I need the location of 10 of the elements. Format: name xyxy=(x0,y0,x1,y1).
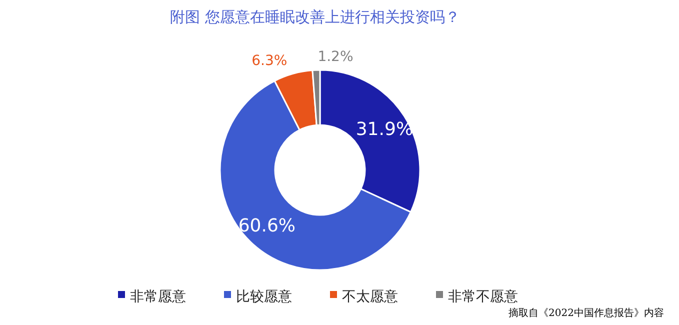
data-label: 1.2% xyxy=(318,48,354,65)
data-label: 31.9% xyxy=(356,119,414,140)
legend-label: 不太愿意 xyxy=(342,288,398,305)
legend-label: 非常愿意 xyxy=(130,288,186,305)
chart-title: 附图 您愿意在睡眠改善上进行相关投资吗？ xyxy=(170,8,460,26)
legend-label: 比较愿意 xyxy=(236,288,292,305)
text: 摘取自《2022中国作息报告》内容 xyxy=(508,307,664,319)
data-label: 60.6% xyxy=(238,215,296,236)
legend-label: 非常不愿意 xyxy=(448,288,518,305)
data-label: 6.3% xyxy=(252,53,288,70)
